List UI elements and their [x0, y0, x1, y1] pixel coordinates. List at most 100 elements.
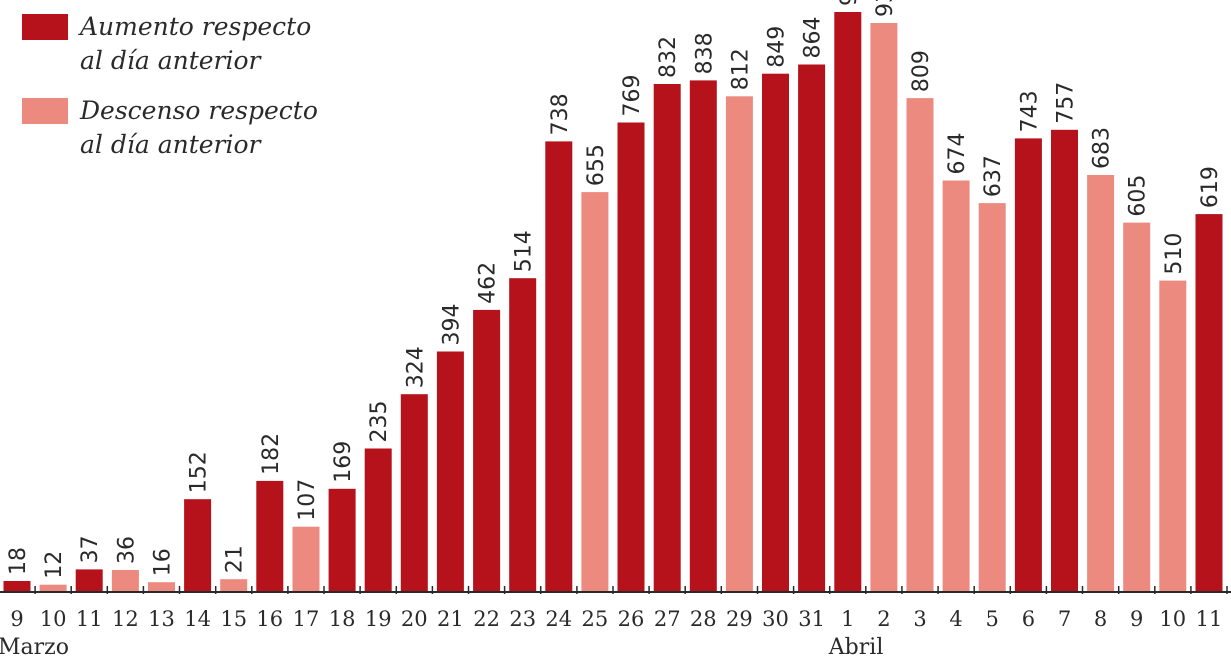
bar-value-label-13: 462 — [476, 262, 501, 304]
bar-value-label-9: 169 — [331, 441, 356, 483]
bar-value-label-3: 36 — [114, 536, 139, 564]
x-tick-label-27: 5 — [986, 607, 999, 631]
bar-10 — [364, 448, 392, 592]
bar-2 — [75, 569, 103, 592]
x-tick-label-28: 6 — [1022, 607, 1035, 631]
bar-0 — [3, 581, 31, 592]
bar-12 — [436, 351, 464, 592]
bar-value-label-20: 812 — [728, 48, 753, 90]
bar-1 — [39, 584, 67, 592]
bar-26 — [942, 180, 970, 592]
bar-value-label-7: 182 — [259, 433, 284, 475]
bar-13 — [473, 309, 501, 592]
bar-8 — [292, 526, 320, 592]
bar-4 — [148, 582, 175, 592]
bar-value-label-26: 674 — [945, 133, 970, 175]
bar-value-label-22: 864 — [801, 17, 826, 59]
bar-value-label-33: 619 — [1198, 166, 1223, 208]
legend-item-decrease: Descenso respecto al día anterior — [22, 94, 340, 162]
legend-label-increase-line1: Aumento respecto — [80, 12, 312, 41]
legend-label-increase-line2: al día anterior — [80, 46, 261, 75]
bar-value-label-27: 637 — [981, 155, 1006, 197]
bar-value-label-0: 18 — [6, 547, 31, 575]
bar-value-label-21: 849 — [765, 26, 790, 68]
bar-value-label-15: 738 — [548, 93, 573, 135]
x-tick-label-6: 15 — [220, 607, 247, 631]
bar-15 — [545, 141, 573, 592]
bar-value-label-28: 743 — [1017, 90, 1042, 132]
bars-group — [3, 12, 1223, 593]
bar-value-label-6: 21 — [223, 545, 248, 573]
bar-value-label-29: 757 — [1054, 82, 1079, 124]
bar-value-label-17: 769 — [620, 75, 645, 117]
tick-marks-group — [34, 586, 1228, 594]
legend-label-decrease: Descenso respecto al día anterior — [80, 94, 340, 162]
bar-21 — [762, 73, 789, 592]
bar-value-label-30: 683 — [1090, 127, 1115, 169]
x-tick-label-29: 7 — [1058, 607, 1071, 631]
bar-5 — [184, 499, 212, 592]
x-tick-label-33: 11 — [1196, 607, 1223, 631]
bar-7 — [256, 480, 284, 592]
legend-label-decrease-line1: Descenso respecto — [80, 96, 318, 125]
x-tick-label-3: 12 — [112, 607, 139, 631]
x-tick-label-2: 11 — [76, 607, 103, 631]
bar-27 — [978, 203, 1006, 592]
bar-9 — [328, 488, 356, 592]
x-tick-label-30: 8 — [1094, 607, 1107, 631]
bar-value-label-11: 324 — [403, 346, 428, 388]
x-tick-label-11: 20 — [401, 607, 428, 631]
bar-value-label-1: 12 — [42, 551, 67, 579]
bar-value-label-12: 394 — [439, 304, 464, 346]
legend-label-decrease-line2: al día anterior — [80, 130, 261, 159]
value-labels-group: 18 12 37 36 16 152 21 182 107 169 235 324 394 462 514 7… — [6, 0, 1223, 579]
x-tick-label-32: 10 — [1159, 607, 1186, 631]
month-labels-group: Marzo Abril — [0, 635, 883, 658]
x-tick-label-4: 13 — [148, 607, 175, 631]
bar-value-label-4: 16 — [151, 548, 176, 576]
bar-29 — [1051, 129, 1078, 593]
month-label-0: Marzo — [0, 635, 69, 658]
bar-value-label-19: 838 — [692, 32, 717, 74]
bar-28 — [1014, 138, 1042, 592]
x-tick-label-23: 1 — [841, 607, 854, 631]
x-tick-label-14: 23 — [509, 607, 536, 631]
x-tick-label-24: 2 — [877, 607, 890, 631]
bar-11 — [400, 394, 428, 592]
x-tick-labels-group: 9 10 11 12 13 14 15 16 17 18 19 20 21 22 23 24 25 26 27 28 2… — [10, 607, 1222, 631]
x-tick-label-25: 3 — [913, 607, 926, 631]
bar-value-label-2: 37 — [78, 535, 103, 563]
bar-25 — [906, 98, 934, 592]
x-tick-label-10: 19 — [365, 607, 392, 631]
x-tick-label-18: 27 — [654, 607, 681, 631]
bar-22 — [798, 64, 826, 592]
bar-23 — [834, 12, 862, 592]
bar-value-label-32: 510 — [1162, 233, 1187, 275]
bar-value-label-24: 93 — [873, 0, 898, 17]
bar-24 — [870, 23, 898, 592]
bar-value-label-10: 235 — [367, 401, 392, 443]
bar-16 — [581, 192, 609, 592]
x-tick-label-15: 24 — [545, 607, 572, 631]
x-tick-label-21: 30 — [762, 607, 789, 631]
bar-20 — [725, 96, 753, 593]
x-tick-label-8: 17 — [293, 607, 320, 631]
legend-swatch-decrease — [22, 98, 68, 124]
x-tick-label-7: 16 — [256, 607, 283, 631]
x-tick-label-13: 22 — [473, 607, 500, 631]
bar-value-label-18: 832 — [656, 36, 681, 78]
x-tick-label-16: 25 — [582, 607, 609, 631]
bar-18 — [653, 84, 681, 592]
bar-30 — [1087, 175, 1115, 592]
bar-6 — [220, 579, 248, 592]
bar-14 — [509, 278, 537, 592]
bar-value-label-8: 107 — [295, 479, 320, 521]
bar-value-label-23: 9 — [837, 0, 862, 6]
x-tick-label-22: 31 — [798, 607, 825, 631]
bar-3 — [111, 570, 139, 592]
x-tick-label-1: 10 — [40, 607, 67, 631]
bar-31 — [1123, 222, 1151, 592]
x-tick-label-9: 18 — [329, 607, 356, 631]
x-tick-label-0: 9 — [10, 607, 23, 631]
